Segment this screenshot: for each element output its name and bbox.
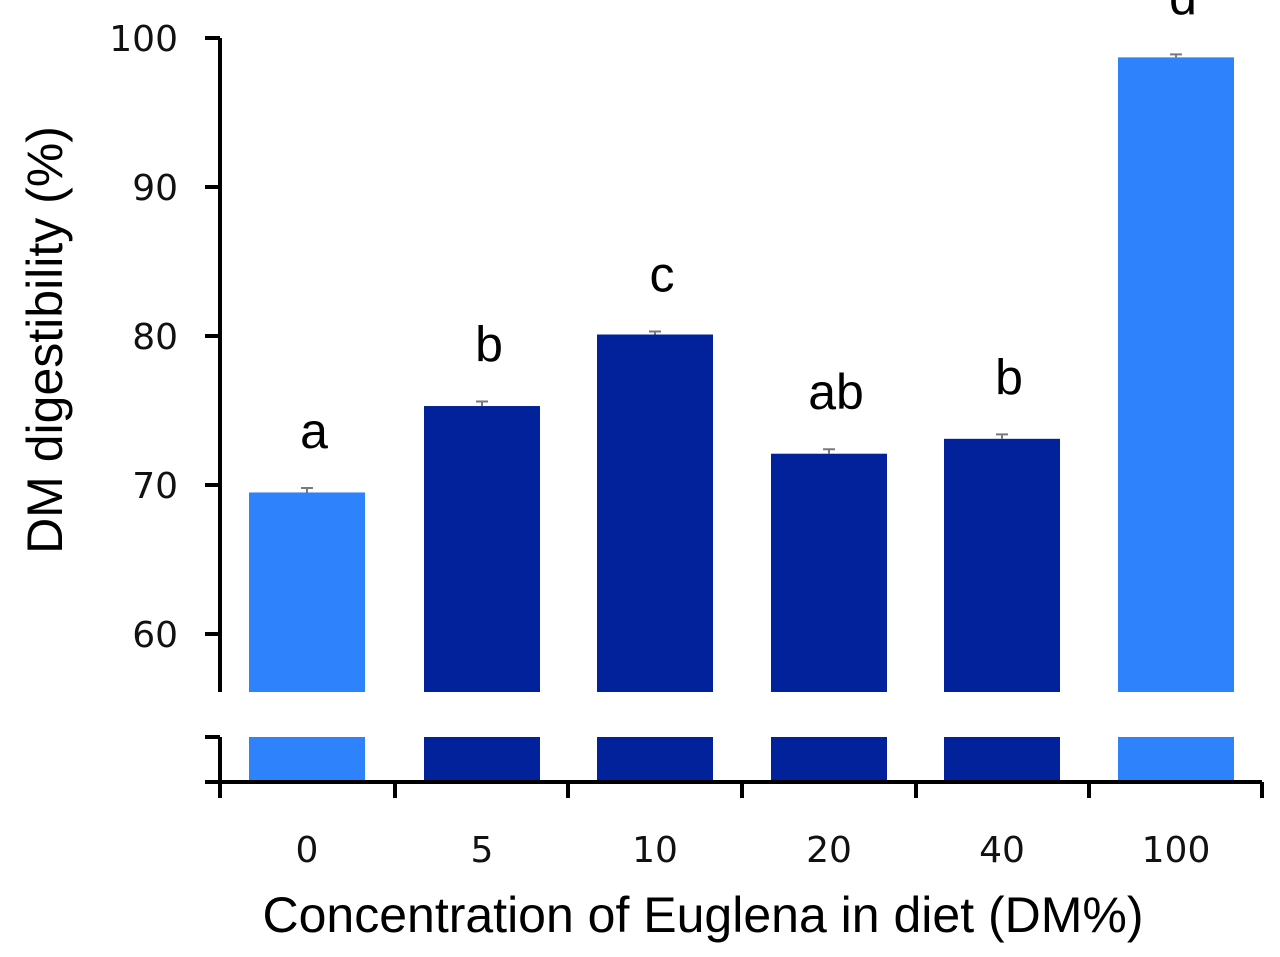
bar-10 xyxy=(597,334,713,692)
bar-base-40 xyxy=(944,737,1060,782)
error-bar-0 xyxy=(301,486,313,493)
y-axis-label: DM digestibility (%) xyxy=(17,126,73,554)
significance-letter-20: ab xyxy=(808,364,864,420)
error-bar-5 xyxy=(476,400,488,407)
error-bar-10 xyxy=(649,330,661,335)
x-tick-label-100: 100 xyxy=(1142,830,1211,871)
bar-0 xyxy=(249,492,365,692)
y-tick-label-70: 70 xyxy=(132,466,178,507)
significance-letter-0: a xyxy=(300,403,328,459)
x-tick-label-40: 40 xyxy=(979,830,1025,871)
significance-letters-group: abcabbd xyxy=(300,0,1197,459)
bar-100 xyxy=(1118,57,1234,693)
y-ticks-group: 60 70 80 90 100 xyxy=(109,19,220,656)
error-bar-40 xyxy=(996,433,1008,439)
significance-letter-40: b xyxy=(995,349,1023,405)
x-tick-label-20: 20 xyxy=(806,830,852,871)
x-tick-label-10: 10 xyxy=(632,830,678,871)
y-tick-label-90: 90 xyxy=(132,168,178,209)
bars-group xyxy=(249,57,1234,782)
error-bar-20 xyxy=(823,448,835,454)
significance-letter-5: b xyxy=(475,317,503,373)
y-tick-label-100: 100 xyxy=(109,19,178,60)
bar-base-100 xyxy=(1118,737,1234,782)
x-tick-label-0: 0 xyxy=(296,830,319,871)
error-bars-group xyxy=(301,53,1182,493)
x-axis-label: Concentration of Euglena in diet (DM%) xyxy=(262,887,1143,943)
y-tick-label-80: 80 xyxy=(132,317,178,358)
error-bar-100 xyxy=(1170,53,1182,58)
bar-base-20 xyxy=(771,737,887,782)
bar-5 xyxy=(424,406,540,692)
bar-base-5 xyxy=(424,737,540,782)
y-tick-label-60: 60 xyxy=(132,615,178,656)
axes-group xyxy=(205,38,1262,784)
significance-letter-10: c xyxy=(650,247,675,303)
significance-letter-100: d xyxy=(1169,0,1197,25)
bar-base-10 xyxy=(597,737,713,782)
x-tick-label-5: 5 xyxy=(471,830,494,871)
bar-base-0 xyxy=(249,737,365,782)
x-ticks-group: 0 5 10 20 40 100 xyxy=(218,782,1264,871)
bar-20 xyxy=(771,453,887,692)
bar-40 xyxy=(944,438,1060,692)
